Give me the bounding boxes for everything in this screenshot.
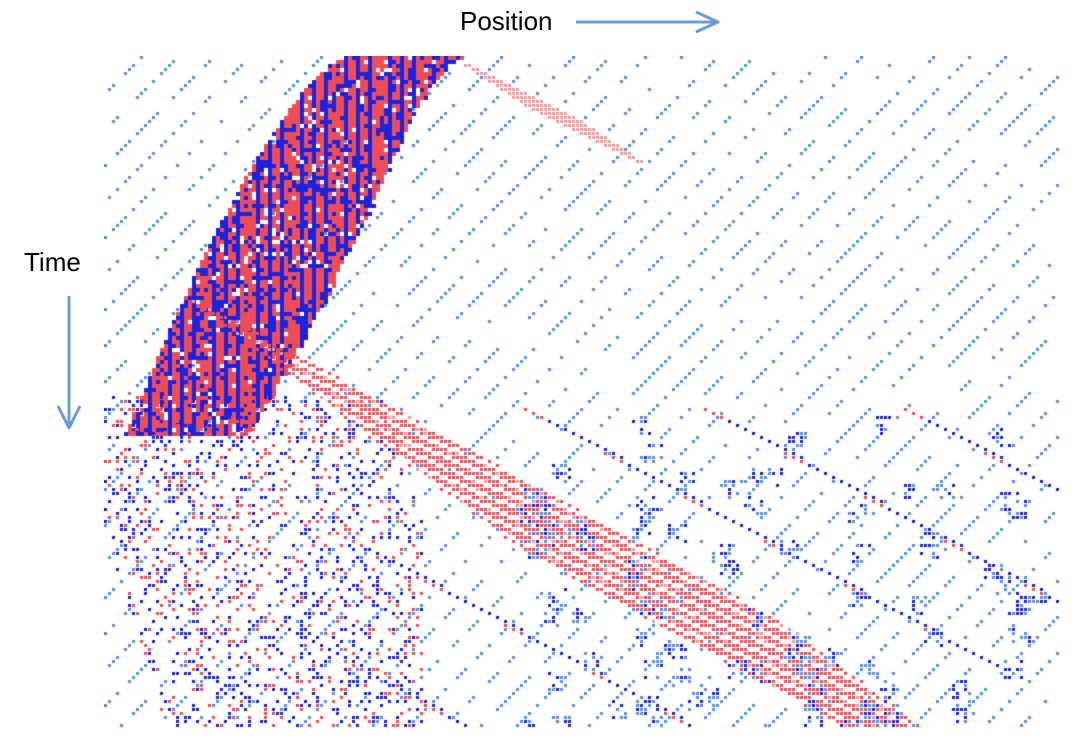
position-arrow-icon — [576, 10, 720, 34]
spacetime-pattern — [104, 56, 1060, 730]
position-axis-label: Position — [460, 6, 553, 36]
time-axis-label: Time — [24, 247, 81, 277]
time-arrow-icon — [56, 296, 82, 430]
